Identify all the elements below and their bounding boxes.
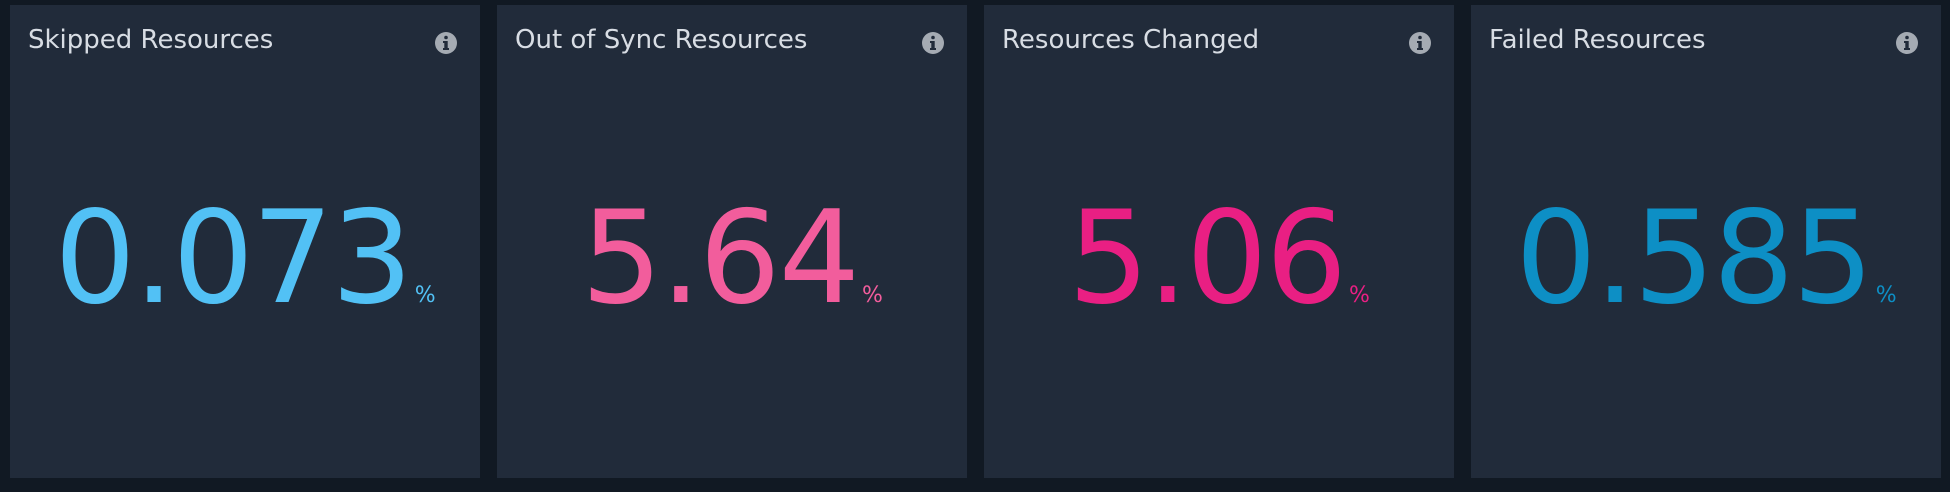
stat-value-group: 5.64% bbox=[497, 195, 967, 323]
info-icon[interactable] bbox=[1408, 31, 1432, 55]
stat-unit: % bbox=[414, 283, 436, 308]
stat-value-group: 0.585% bbox=[1471, 195, 1941, 323]
panel-title: Failed Resources bbox=[1489, 25, 1706, 55]
info-icon[interactable] bbox=[1895, 31, 1919, 55]
panel-title: Out of Sync Resources bbox=[515, 25, 808, 55]
info-icon[interactable] bbox=[921, 31, 945, 55]
stat-value: 5.06 bbox=[1068, 184, 1347, 333]
stat-panel: Out of Sync Resources 5.64% bbox=[497, 5, 967, 478]
stat-unit: % bbox=[1349, 283, 1370, 308]
stat-value: 5.64 bbox=[581, 184, 860, 333]
stat-value: 0.585 bbox=[1515, 184, 1873, 333]
stat-value: 0.073 bbox=[54, 184, 412, 333]
panel-row: Skipped Resources 0.073% Out of Sync Resou… bbox=[10, 5, 1941, 478]
stat-panel: Failed Resources 0.585% bbox=[1471, 5, 1941, 478]
info-icon[interactable] bbox=[434, 31, 458, 55]
panel-title: Skipped Resources bbox=[28, 25, 274, 55]
stat-value-group: 5.06% bbox=[984, 195, 1454, 323]
panel-title: Resources Changed bbox=[1002, 25, 1260, 55]
stat-panel: Resources Changed 5.06% bbox=[984, 5, 1454, 478]
stat-value-group: 0.073% bbox=[10, 195, 480, 323]
stat-unit: % bbox=[862, 283, 883, 308]
stat-unit: % bbox=[1875, 283, 1897, 308]
stat-panel: Skipped Resources 0.073% bbox=[10, 5, 480, 478]
